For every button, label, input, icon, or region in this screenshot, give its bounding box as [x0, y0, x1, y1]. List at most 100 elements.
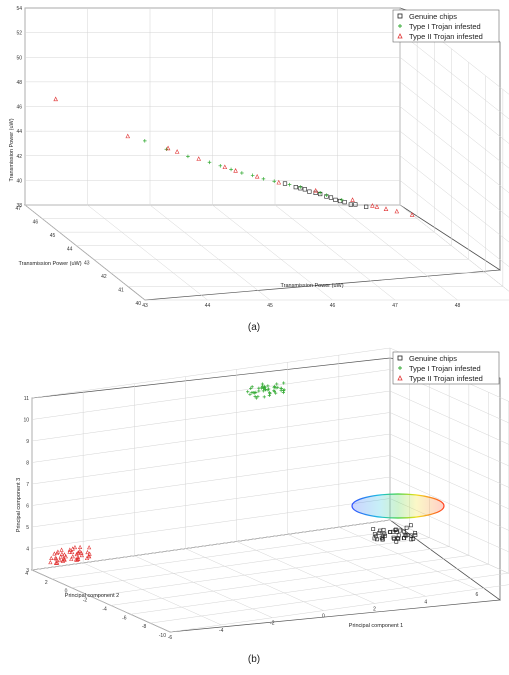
point-type2 — [53, 96, 58, 102]
legend-box-b — [392, 351, 500, 385]
z-tick-label: 54 — [16, 6, 22, 12]
y-tick-label: -6 — [122, 615, 127, 621]
gridline — [87, 204, 208, 301]
point-type2 — [63, 554, 68, 559]
point-type2 — [67, 547, 72, 552]
gridline — [31, 519, 391, 571]
point-type2 — [76, 550, 81, 555]
gridline — [274, 204, 396, 301]
grid-a — [24, 7, 509, 301]
point-type1 — [282, 388, 286, 392]
y-tick-label: -8 — [142, 624, 147, 630]
points-b — [48, 381, 418, 565]
x-tick-label: 4 — [424, 599, 427, 605]
point-type1 — [266, 384, 270, 388]
point-genuine — [409, 537, 414, 542]
point-type2 — [70, 546, 75, 551]
x-tick-label: -2 — [270, 621, 275, 627]
gridline — [150, 572, 509, 624]
gridline — [91, 546, 450, 597]
point-genuine — [409, 533, 413, 538]
z-tick-label: 50 — [16, 55, 22, 61]
floor-plane-b — [30, 519, 501, 633]
legend-label-type1-a: Type I Trojan infested — [409, 22, 481, 31]
point-type1 — [276, 385, 280, 390]
y-tick-label: 2 — [45, 580, 48, 586]
point-genuine — [411, 536, 416, 541]
point-type1 — [252, 391, 257, 395]
z-tick-label: 4 — [26, 547, 29, 553]
gridline — [24, 204, 146, 301]
point-type2 — [59, 551, 65, 556]
x-tick-label: 6 — [475, 592, 478, 598]
point-type2 — [49, 555, 54, 561]
legend-label-genuine-a: Genuine chips — [409, 12, 457, 21]
x-axis-label-a: Transmission Power (uW) — [280, 283, 343, 289]
point-type2 — [74, 551, 79, 557]
point-type2 — [60, 558, 66, 563]
point-type1 — [262, 395, 266, 399]
point-genuine — [313, 190, 318, 195]
point-type2 — [254, 173, 260, 179]
gridline — [31, 569, 171, 633]
x-tick-label: 44 — [205, 303, 211, 309]
gridline — [389, 476, 509, 531]
z-tick-label: 46 — [16, 105, 22, 111]
point-type2 — [165, 145, 171, 151]
point-type2 — [57, 557, 62, 563]
y-ticks-a: 40 41 42 43 44 45 46 47 — [15, 206, 141, 307]
point-type2 — [87, 554, 92, 559]
point-type1 — [250, 385, 254, 389]
gridline — [31, 455, 391, 506]
y-tick-label: 0 — [65, 589, 68, 595]
y-tick-label: -4 — [102, 606, 107, 612]
point-type1 — [287, 182, 292, 187]
point-type1 — [263, 387, 267, 391]
point-type2 — [52, 551, 57, 556]
gridline — [31, 476, 391, 528]
gridline — [236, 541, 375, 604]
gridline — [389, 390, 509, 445]
legend-label-type2-a: Type II Trojan infested — [409, 32, 483, 41]
point-type1 — [275, 382, 279, 386]
point-genuine — [379, 535, 384, 540]
point-type2 — [69, 556, 74, 561]
y-tick-label: 45 — [50, 233, 56, 239]
gridline — [399, 204, 509, 292]
y-axis-label-a: Transmission Power (uW) — [18, 261, 81, 267]
point-genuine — [333, 197, 338, 203]
point-type2 — [70, 554, 75, 559]
point-type1 — [267, 387, 271, 391]
y-tick-label: -2 — [83, 598, 88, 604]
x-axis-label-b: Principal component 1 — [349, 623, 403, 629]
x-tick-label: 47 — [392, 303, 398, 309]
z-tick-label: 40 — [16, 178, 22, 184]
gridline — [287, 534, 426, 597]
point-genuine — [293, 185, 298, 190]
legend-marker-genuine-a — [397, 13, 403, 19]
point-genuine — [374, 534, 378, 539]
point-type1 — [186, 154, 190, 159]
point-type2 — [196, 156, 201, 161]
point-genuine — [382, 531, 387, 536]
gridline — [31, 390, 391, 442]
y-tick-label: 47 — [15, 206, 21, 212]
x-tick-label: 48 — [455, 303, 461, 309]
x-tick-label: 45 — [267, 303, 273, 309]
point-genuine — [307, 189, 312, 194]
gridline — [338, 526, 477, 590]
y-tick-label: 43 — [84, 260, 90, 266]
point-type2 — [394, 208, 400, 214]
y-tick-label: 46 — [33, 220, 39, 226]
gridline — [31, 433, 391, 485]
z-tick-label: 3 — [26, 568, 29, 574]
y-ticks-b: -10 -8 -6 -4 -2 0 2 4 — [25, 571, 166, 639]
point-type1 — [259, 386, 263, 390]
gridline — [31, 412, 391, 463]
x-ticks-b: -6-4-202468 — [168, 592, 479, 641]
legend-marker-type1-b — [398, 366, 402, 370]
point-genuine — [371, 527, 376, 531]
point-type1 — [218, 164, 223, 168]
z-tick-label: 52 — [16, 31, 22, 37]
